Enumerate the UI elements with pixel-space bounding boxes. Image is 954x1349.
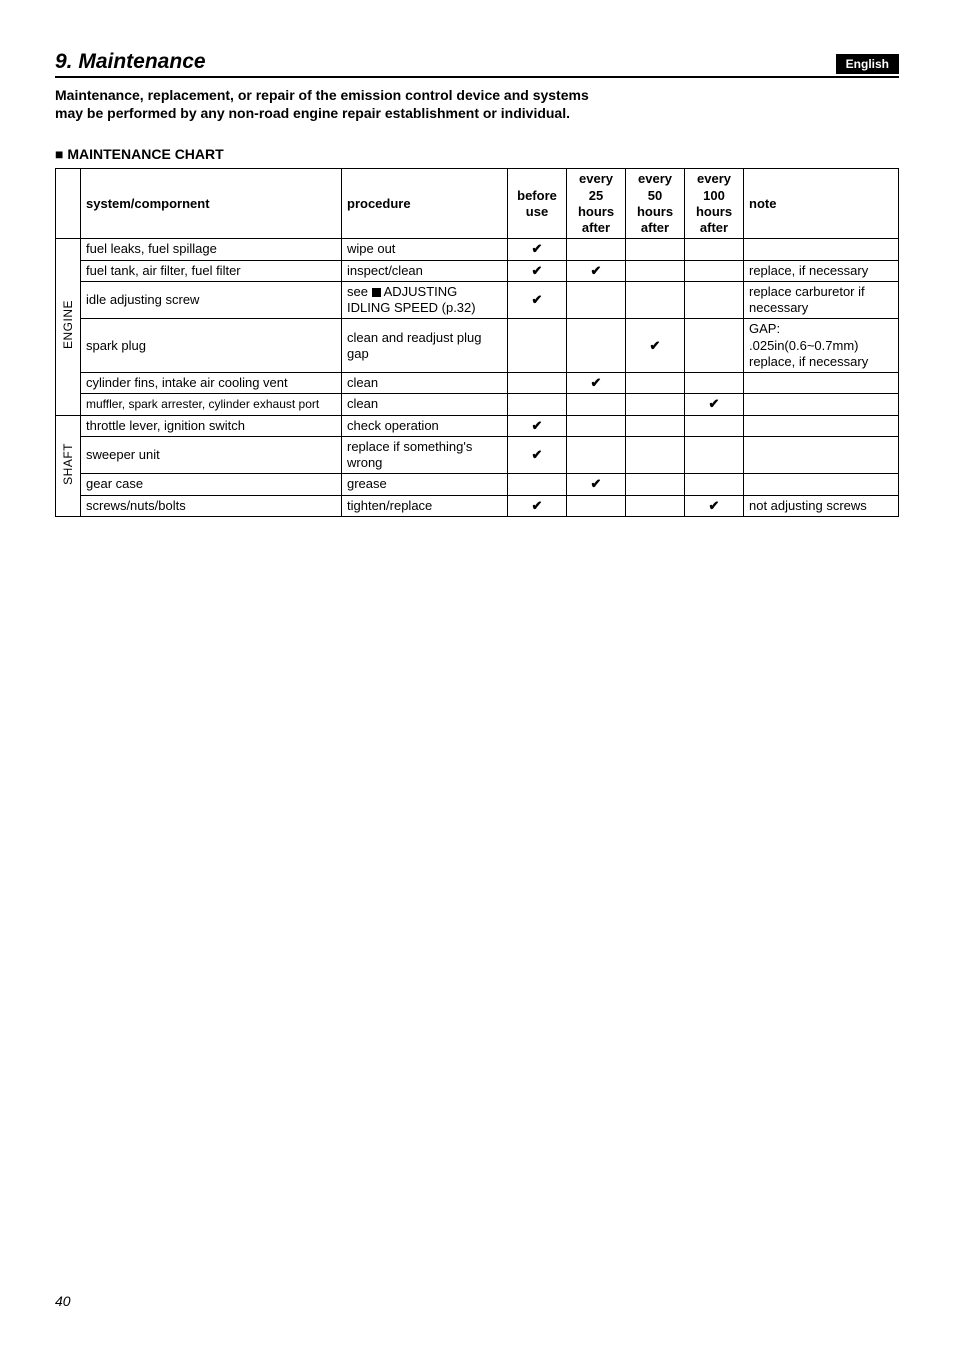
cell-check: ✔	[685, 495, 744, 516]
group-label: ENGINE	[56, 239, 81, 415]
cell-check	[626, 373, 685, 394]
cell-procedure: wipe out	[342, 239, 508, 260]
cell-check	[626, 281, 685, 319]
cell-system: spark plug	[81, 319, 342, 373]
cell-check: ✔	[508, 239, 567, 260]
cell-check	[626, 415, 685, 436]
col-every-100: every 100 hours after	[685, 169, 744, 239]
cell-check	[567, 495, 626, 516]
cell-check: ✔	[626, 319, 685, 373]
cell-procedure: tighten/replace	[342, 495, 508, 516]
cell-system: screws/nuts/bolts	[81, 495, 342, 516]
cell-check	[567, 319, 626, 373]
cell-system: gear case	[81, 474, 342, 495]
cell-check	[567, 415, 626, 436]
cell-check	[685, 281, 744, 319]
cell-check	[567, 394, 626, 415]
cell-procedure: clean	[342, 394, 508, 415]
cell-check	[567, 281, 626, 319]
cell-check	[508, 373, 567, 394]
cell-procedure: replace if something's wrong	[342, 436, 508, 474]
cell-note: replace carburetor if necessary	[744, 281, 899, 319]
cell-check	[626, 474, 685, 495]
intro-text: Maintenance, replacement, or repair of t…	[55, 86, 615, 122]
cell-check	[685, 260, 744, 281]
cell-system: cylinder fins, intake air cooling vent	[81, 373, 342, 394]
cell-check: ✔	[508, 260, 567, 281]
cell-check	[508, 319, 567, 373]
chart-heading: MAINTENANCE CHART	[55, 146, 899, 162]
cell-check	[508, 474, 567, 495]
cell-check	[685, 415, 744, 436]
cell-system: fuel leaks, fuel spillage	[81, 239, 342, 260]
cell-system: throttle lever, ignition switch	[81, 415, 342, 436]
cell-procedure: see ADJUSTING IDLING SPEED (p.32)	[342, 281, 508, 319]
cell-check: ✔	[508, 495, 567, 516]
group-label: SHAFT	[56, 415, 81, 516]
cell-check	[567, 436, 626, 474]
cell-check	[567, 239, 626, 260]
cell-note	[744, 415, 899, 436]
cell-check	[626, 260, 685, 281]
cell-note	[744, 436, 899, 474]
cell-procedure: inspect/clean	[342, 260, 508, 281]
cell-system: fuel tank, air filter, fuel filter	[81, 260, 342, 281]
cell-check	[685, 474, 744, 495]
col-group	[56, 169, 81, 239]
cell-note	[744, 239, 899, 260]
col-system: system/compornent	[81, 169, 342, 239]
cell-note: replace, if necessary	[744, 260, 899, 281]
cell-check: ✔	[567, 373, 626, 394]
cell-check: ✔	[567, 474, 626, 495]
cell-check: ✔	[508, 436, 567, 474]
cell-check: ✔	[508, 281, 567, 319]
cell-note: GAP: .025in(0.6~0.7mm) replace, if neces…	[744, 319, 899, 373]
cell-procedure: grease	[342, 474, 508, 495]
cell-check	[685, 436, 744, 474]
cell-check	[626, 239, 685, 260]
cell-check: ✔	[508, 415, 567, 436]
cell-check	[508, 394, 567, 415]
cell-system: sweeper unit	[81, 436, 342, 474]
col-procedure: procedure	[342, 169, 508, 239]
cell-procedure: clean	[342, 373, 508, 394]
cell-check	[685, 239, 744, 260]
language-badge: English	[836, 54, 899, 74]
cell-check: ✔	[567, 260, 626, 281]
cell-check	[685, 319, 744, 373]
col-every-50: every 50 hours after	[626, 169, 685, 239]
cell-note	[744, 394, 899, 415]
cell-note: not adjusting screws	[744, 495, 899, 516]
cell-system: muffler, spark arrester, cylinder exhaus…	[81, 394, 342, 415]
cell-note	[744, 373, 899, 394]
cell-note	[744, 474, 899, 495]
cell-procedure: check operation	[342, 415, 508, 436]
cell-check: ✔	[685, 394, 744, 415]
cell-check	[626, 436, 685, 474]
section-title: 9. Maintenance	[55, 50, 206, 74]
col-note: note	[744, 169, 899, 239]
col-every-25: every 25 hours after	[567, 169, 626, 239]
maintenance-table: system/compornent procedure before use e…	[55, 168, 899, 517]
cell-system: idle adjusting screw	[81, 281, 342, 319]
cell-check	[685, 373, 744, 394]
cell-check	[626, 394, 685, 415]
cell-procedure: clean and readjust plug gap	[342, 319, 508, 373]
col-before-use: before use	[508, 169, 567, 239]
cell-check	[626, 495, 685, 516]
page-number: 40	[55, 1293, 71, 1309]
